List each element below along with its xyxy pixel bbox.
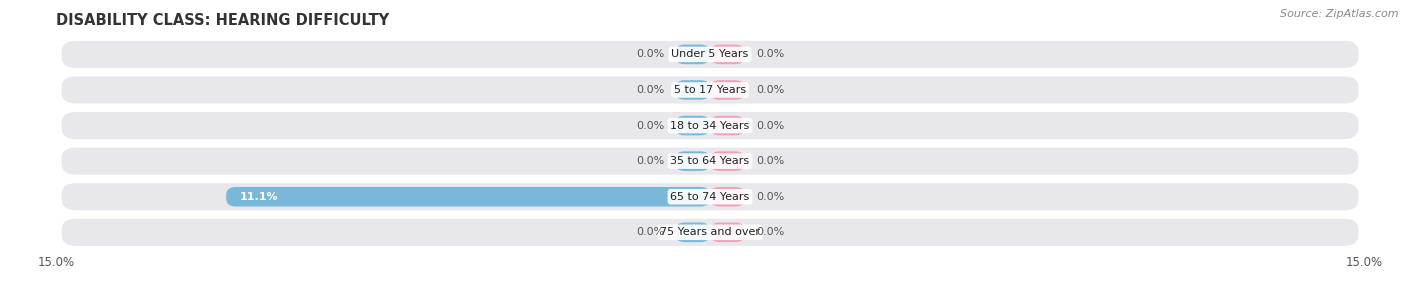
FancyBboxPatch shape — [60, 182, 1360, 211]
Text: 0.0%: 0.0% — [756, 85, 785, 95]
FancyBboxPatch shape — [60, 147, 1360, 176]
FancyBboxPatch shape — [675, 151, 710, 171]
FancyBboxPatch shape — [710, 116, 745, 135]
Text: 65 to 74 Years: 65 to 74 Years — [671, 192, 749, 202]
Text: 75 Years and over: 75 Years and over — [659, 227, 761, 237]
FancyBboxPatch shape — [710, 223, 745, 242]
Text: 35 to 64 Years: 35 to 64 Years — [671, 156, 749, 166]
FancyBboxPatch shape — [226, 187, 710, 206]
Text: 18 to 34 Years: 18 to 34 Years — [671, 120, 749, 131]
Text: 0.0%: 0.0% — [636, 227, 664, 237]
Text: 0.0%: 0.0% — [636, 156, 664, 166]
FancyBboxPatch shape — [60, 40, 1360, 69]
Text: 0.0%: 0.0% — [756, 156, 785, 166]
Text: 0.0%: 0.0% — [756, 120, 785, 131]
FancyBboxPatch shape — [60, 75, 1360, 105]
Text: 0.0%: 0.0% — [636, 49, 664, 59]
FancyBboxPatch shape — [675, 80, 710, 100]
Text: 0.0%: 0.0% — [756, 49, 785, 59]
FancyBboxPatch shape — [675, 116, 710, 135]
FancyBboxPatch shape — [710, 45, 745, 64]
Text: 11.1%: 11.1% — [239, 192, 278, 202]
Text: Source: ZipAtlas.com: Source: ZipAtlas.com — [1281, 9, 1399, 19]
FancyBboxPatch shape — [710, 151, 745, 171]
FancyBboxPatch shape — [710, 80, 745, 100]
Text: 0.0%: 0.0% — [636, 120, 664, 131]
Text: 5 to 17 Years: 5 to 17 Years — [673, 85, 747, 95]
FancyBboxPatch shape — [675, 45, 710, 64]
Text: 0.0%: 0.0% — [636, 85, 664, 95]
Text: 0.0%: 0.0% — [756, 227, 785, 237]
FancyBboxPatch shape — [710, 187, 745, 206]
FancyBboxPatch shape — [60, 218, 1360, 247]
FancyBboxPatch shape — [60, 111, 1360, 140]
Text: Under 5 Years: Under 5 Years — [672, 49, 748, 59]
Text: DISABILITY CLASS: HEARING DIFFICULTY: DISABILITY CLASS: HEARING DIFFICULTY — [56, 13, 389, 28]
FancyBboxPatch shape — [675, 223, 710, 242]
Text: 0.0%: 0.0% — [756, 192, 785, 202]
